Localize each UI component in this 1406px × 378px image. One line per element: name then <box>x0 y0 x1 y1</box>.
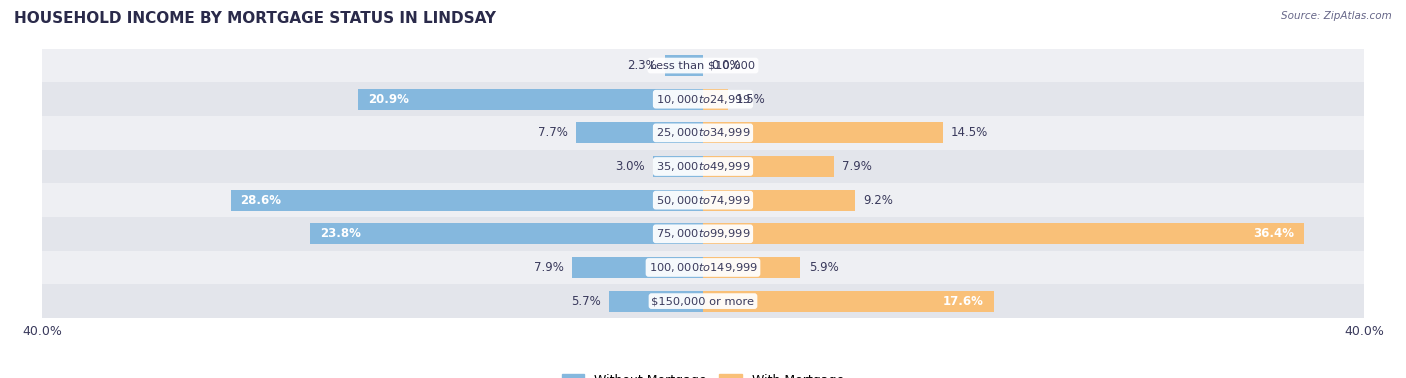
Text: 1.5%: 1.5% <box>737 93 766 106</box>
Bar <box>0 49 1406 82</box>
Bar <box>703 223 1305 244</box>
Bar <box>703 89 728 110</box>
Text: 20.9%: 20.9% <box>367 93 409 106</box>
Bar <box>0 183 1406 217</box>
Text: 23.8%: 23.8% <box>319 227 360 240</box>
Text: Less than $10,000: Less than $10,000 <box>651 60 755 71</box>
Text: 3.0%: 3.0% <box>616 160 645 173</box>
Text: $35,000 to $49,999: $35,000 to $49,999 <box>655 160 751 173</box>
Text: 17.6%: 17.6% <box>943 294 984 308</box>
Bar <box>0 251 1406 284</box>
Text: 36.4%: 36.4% <box>1253 227 1295 240</box>
Text: 7.9%: 7.9% <box>842 160 872 173</box>
Text: $50,000 to $74,999: $50,000 to $74,999 <box>655 194 751 207</box>
Bar <box>309 223 703 244</box>
Bar <box>576 122 703 143</box>
Bar <box>703 291 994 311</box>
Bar <box>665 55 703 76</box>
Bar <box>654 156 703 177</box>
Bar <box>572 257 703 278</box>
Text: 7.9%: 7.9% <box>534 261 564 274</box>
Text: 5.9%: 5.9% <box>808 261 838 274</box>
Bar <box>703 156 834 177</box>
Text: 0.0%: 0.0% <box>711 59 741 72</box>
Bar <box>703 257 800 278</box>
Bar <box>0 82 1406 116</box>
Text: 9.2%: 9.2% <box>863 194 893 207</box>
Text: $10,000 to $24,999: $10,000 to $24,999 <box>655 93 751 106</box>
Bar <box>231 190 703 211</box>
Bar <box>703 122 942 143</box>
Text: 28.6%: 28.6% <box>240 194 281 207</box>
Text: 14.5%: 14.5% <box>950 126 988 139</box>
Bar <box>0 116 1406 150</box>
Bar <box>357 89 703 110</box>
Text: Source: ZipAtlas.com: Source: ZipAtlas.com <box>1281 11 1392 21</box>
Bar <box>0 284 1406 318</box>
Bar <box>0 150 1406 183</box>
Bar <box>0 217 1406 251</box>
Text: $100,000 to $149,999: $100,000 to $149,999 <box>648 261 758 274</box>
Bar <box>703 190 855 211</box>
Bar <box>609 291 703 311</box>
Text: $150,000 or more: $150,000 or more <box>651 296 755 306</box>
Text: 7.7%: 7.7% <box>537 126 568 139</box>
Text: 2.3%: 2.3% <box>627 59 657 72</box>
Text: HOUSEHOLD INCOME BY MORTGAGE STATUS IN LINDSAY: HOUSEHOLD INCOME BY MORTGAGE STATUS IN L… <box>14 11 496 26</box>
Legend: Without Mortgage, With Mortgage: Without Mortgage, With Mortgage <box>557 369 849 378</box>
Text: $25,000 to $34,999: $25,000 to $34,999 <box>655 126 751 139</box>
Text: $75,000 to $99,999: $75,000 to $99,999 <box>655 227 751 240</box>
Text: 5.7%: 5.7% <box>571 294 600 308</box>
